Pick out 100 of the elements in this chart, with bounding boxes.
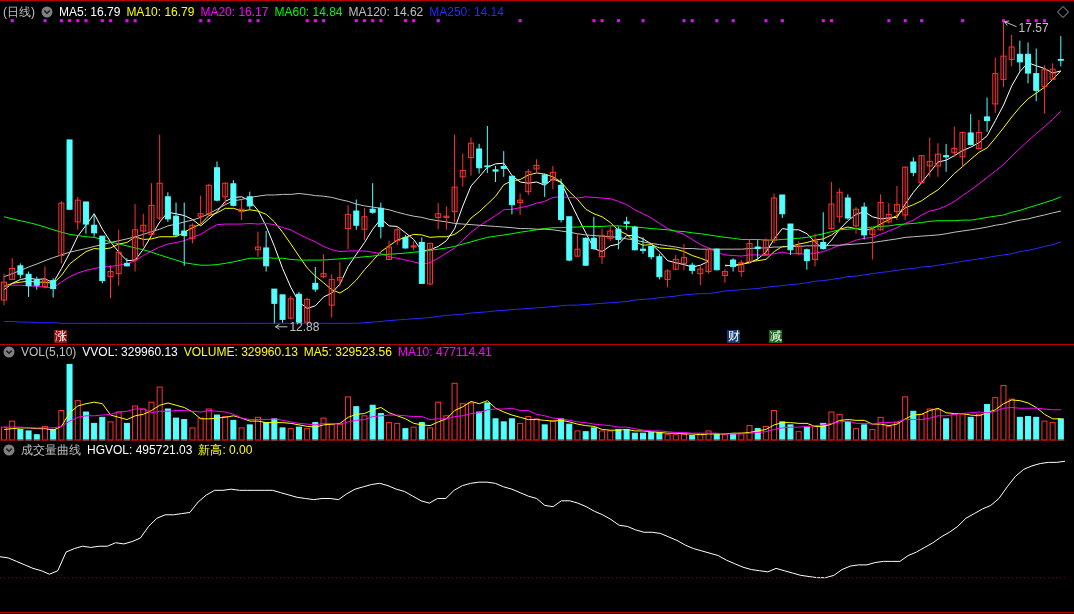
bar bbox=[951, 413, 958, 441]
candlestick bbox=[754, 239, 761, 261]
candlestick bbox=[771, 192, 778, 244]
chart-title: VOL(5,10) bbox=[21, 345, 77, 359]
candlestick bbox=[967, 113, 974, 146]
candlestick bbox=[885, 202, 892, 224]
candlestick bbox=[656, 253, 663, 280]
candlestick bbox=[943, 143, 950, 173]
candlestick bbox=[984, 97, 991, 133]
candlestick bbox=[173, 202, 180, 238]
candlestick bbox=[500, 150, 507, 178]
text: 财 bbox=[727, 329, 740, 343]
bar bbox=[386, 422, 393, 441]
candlestick bbox=[189, 222, 196, 244]
text: 涨 bbox=[54, 329, 67, 343]
text: 减 bbox=[769, 329, 782, 343]
candlestick bbox=[459, 153, 466, 188]
bar bbox=[410, 426, 417, 441]
bar bbox=[230, 419, 237, 441]
candlestick bbox=[926, 137, 933, 178]
candlestick bbox=[132, 203, 139, 273]
bar bbox=[91, 422, 98, 441]
bar bbox=[984, 403, 991, 441]
bar bbox=[517, 422, 524, 441]
text: MA5: 16.79 bbox=[59, 5, 121, 19]
bar bbox=[377, 413, 384, 441]
text: VOLUME: 329960.13 bbox=[183, 345, 298, 359]
candlestick bbox=[115, 229, 122, 287]
candlestick bbox=[1016, 40, 1023, 73]
bar bbox=[181, 419, 188, 441]
candlestick bbox=[959, 131, 966, 168]
text: MA120: 14.62 bbox=[348, 5, 424, 19]
candlestick bbox=[246, 191, 253, 211]
candlestick bbox=[287, 295, 294, 320]
bar bbox=[304, 428, 311, 441]
candlestick bbox=[1025, 41, 1032, 84]
candlestick bbox=[918, 154, 925, 184]
candlestick bbox=[443, 206, 450, 231]
bar bbox=[492, 418, 499, 441]
bar bbox=[1000, 385, 1007, 441]
candlestick bbox=[910, 156, 917, 177]
bar bbox=[99, 416, 106, 441]
bar bbox=[664, 434, 671, 441]
bar bbox=[1016, 416, 1023, 441]
candlestick bbox=[394, 225, 401, 246]
candlestick bbox=[312, 266, 319, 293]
bar bbox=[902, 396, 909, 441]
candlestick bbox=[148, 182, 155, 237]
text: MA10: 477114.41 bbox=[397, 345, 492, 359]
candlestick bbox=[893, 185, 900, 221]
candlestick bbox=[975, 119, 982, 151]
candlestick bbox=[107, 264, 114, 299]
bar bbox=[427, 427, 433, 441]
bar bbox=[1033, 416, 1040, 441]
bar bbox=[394, 422, 401, 441]
candlestick bbox=[590, 216, 597, 251]
candlestick bbox=[599, 228, 606, 265]
bar bbox=[1057, 418, 1064, 441]
candlestick bbox=[140, 213, 147, 247]
annotation: 12.88 bbox=[289, 320, 320, 335]
candlestick bbox=[525, 168, 532, 196]
candlestick bbox=[640, 236, 646, 255]
candlestick bbox=[74, 196, 81, 231]
candlestick bbox=[951, 126, 958, 158]
candlestick bbox=[238, 199, 245, 221]
candlestick bbox=[680, 243, 687, 271]
candlestick bbox=[230, 179, 237, 207]
bar bbox=[787, 424, 794, 441]
text: MA60: 14.84 bbox=[274, 5, 343, 19]
candlestick bbox=[549, 165, 556, 190]
bar bbox=[566, 423, 573, 441]
text: MA20: 16.17 bbox=[200, 5, 269, 19]
bar bbox=[320, 417, 327, 441]
candlestick bbox=[9, 257, 16, 281]
bar bbox=[82, 411, 89, 441]
bar bbox=[541, 424, 548, 441]
candlestick bbox=[574, 233, 581, 258]
candlestick bbox=[451, 134, 458, 224]
bar bbox=[508, 418, 515, 441]
bar bbox=[525, 416, 532, 441]
candlestick bbox=[746, 238, 753, 264]
chart-title: 成交量曲线 bbox=[21, 443, 81, 457]
bar bbox=[246, 424, 253, 441]
bar bbox=[476, 411, 483, 441]
candlestick bbox=[353, 199, 360, 231]
candlestick bbox=[992, 57, 999, 114]
candlestick bbox=[730, 257, 737, 273]
candlestick bbox=[1057, 35, 1064, 67]
text: VVOL: 329960.13 bbox=[82, 345, 178, 359]
candlestick bbox=[476, 143, 483, 175]
candlestick bbox=[369, 182, 376, 215]
bar bbox=[279, 427, 286, 441]
candlestick bbox=[123, 257, 130, 267]
candlestick bbox=[902, 166, 909, 221]
candlestick bbox=[271, 288, 278, 324]
candlestick bbox=[320, 253, 327, 279]
candlestick bbox=[435, 202, 442, 230]
candlestick bbox=[361, 207, 368, 241]
bar bbox=[943, 418, 950, 441]
candlestick bbox=[1008, 34, 1015, 67]
